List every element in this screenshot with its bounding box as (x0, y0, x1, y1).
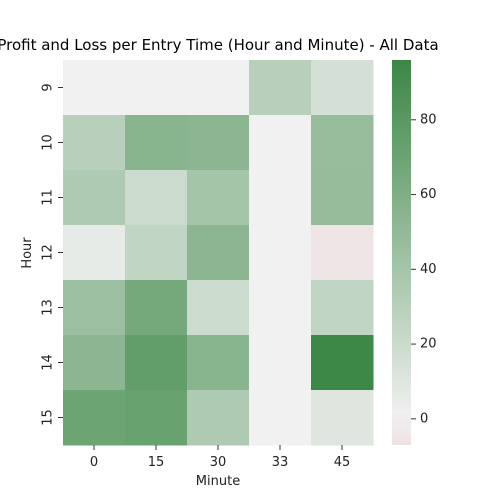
y-axis: 9 10 11 12 13 14 15 (41, 83, 63, 426)
heatmap-cell-h9-m33 (249, 60, 312, 116)
x-tick-label: 30 (210, 455, 227, 470)
y-tick-label: 12 (41, 244, 56, 261)
heatmap-cell-h15-m0 (63, 390, 126, 446)
heatmap-cell-h13-m30 (187, 280, 250, 336)
y-tick-label: 13 (41, 299, 56, 316)
heatmap-cell-h13-m0 (63, 280, 126, 336)
heatmap-cell-h15-m30 (187, 390, 250, 446)
heatmap-cell-h14-m45 (311, 335, 374, 391)
heatmap-cell-h11-m15 (125, 170, 188, 226)
heatmap-cell-h12-m33 (249, 225, 312, 281)
heatmap-cell-h11-m0 (63, 170, 126, 226)
heatmap-cell-h14-m30 (187, 335, 250, 391)
heatmap-cell-h15-m15 (125, 390, 188, 446)
heatmap-cell-h15-m33 (249, 390, 312, 446)
heatmap-cell-h14-m15 (125, 335, 188, 391)
heatmap-cell-h14-m33 (249, 335, 312, 391)
colorbar-tick-label: 0 (420, 411, 428, 426)
x-axis: 0 15 30 33 45 (90, 445, 350, 470)
heatmap-cell-h12-m15 (125, 225, 188, 281)
heatmap-cell-h9-m30 (187, 60, 250, 116)
heatmap-cell-h9-m0 (63, 60, 126, 116)
heatmap-cell-h12-m0 (63, 225, 126, 281)
heatmap-cell-h14-m0 (63, 335, 126, 391)
heatmap-cell-h12-m45 (311, 225, 374, 281)
x-tick-label: 0 (90, 455, 98, 470)
y-tick-label: 14 (41, 354, 56, 371)
heatmap-cell-h9-m15 (125, 60, 188, 116)
heatmap-cell-h10-m30 (187, 115, 250, 171)
y-tick-label: 15 (41, 409, 56, 426)
heatmap-cell-h15-m45 (311, 390, 374, 446)
heatmap-cell-h12-m30 (187, 225, 250, 281)
x-tick-label: 45 (334, 455, 351, 470)
heatmap-cell-h10-m33 (249, 115, 312, 171)
colorbar-tick-label: 40 (420, 262, 437, 277)
heatmap-cell-h11-m45 (311, 170, 374, 226)
heatmap-cell-h10-m45 (311, 115, 374, 171)
heatmap-cell-h13-m45 (311, 280, 374, 336)
heatmap-cell-h11-m30 (187, 170, 250, 226)
heatmap-cell-h9-m45 (311, 60, 374, 116)
y-axis-label: Hour (20, 237, 35, 269)
colorbar: 0 20 40 60 80 (392, 60, 437, 445)
x-tick-label: 33 (272, 455, 289, 470)
colorbar-tick-label: 20 (420, 337, 437, 352)
y-tick-label: 9 (41, 83, 56, 91)
chart-title: Profit and Loss per Entry Time (Hour and… (0, 36, 439, 54)
colorbar-tick-label: 80 (420, 112, 437, 127)
heatmap-cell-h11-m33 (249, 170, 312, 226)
heatmap-cell-h13-m33 (249, 280, 312, 336)
x-axis-label: Minute (196, 474, 240, 489)
heatmap-cell-h10-m15 (125, 115, 188, 171)
y-tick-label: 10 (41, 134, 56, 151)
heatmap-cell-h10-m0 (63, 115, 126, 171)
x-tick-label: 15 (148, 455, 165, 470)
heatmap-cells (63, 60, 374, 446)
colorbar-tick-label: 60 (420, 187, 437, 202)
y-tick-label: 11 (41, 189, 56, 206)
heatmap-cell-h13-m15 (125, 280, 188, 336)
colorbar-gradient (392, 60, 411, 445)
